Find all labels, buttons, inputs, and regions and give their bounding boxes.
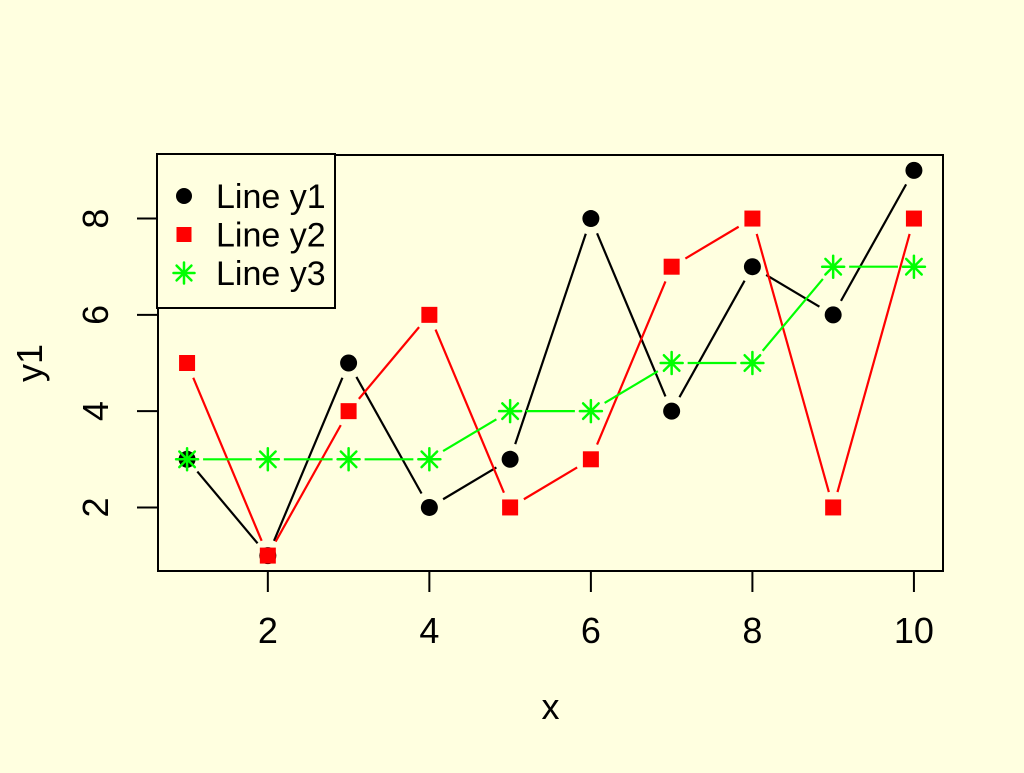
data-point-circle xyxy=(824,306,842,324)
series-line-segment xyxy=(765,273,820,308)
series-line-segment xyxy=(442,418,497,453)
y-tick-label: 6 xyxy=(75,305,116,325)
data-point-square xyxy=(663,258,680,275)
series-line-segment xyxy=(358,326,420,400)
legend-item-label: Line y1 xyxy=(216,178,326,216)
series-line-segment xyxy=(596,232,667,397)
data-point-square xyxy=(421,306,438,323)
series-line-segment xyxy=(678,280,746,398)
data-point-asterisk-ray xyxy=(339,450,358,469)
data-point-asterisk-ray xyxy=(904,257,923,276)
y-axis-label: y1 xyxy=(9,344,50,382)
data-point-square xyxy=(825,499,842,516)
series-line-segment xyxy=(684,225,740,260)
data-point-asterisk-ray xyxy=(581,402,600,421)
data-point-square xyxy=(259,547,276,564)
data-point-asterisk-ray xyxy=(824,257,843,276)
data-point-circle xyxy=(420,498,438,516)
y-tick-label: 2 xyxy=(75,497,116,517)
series-line-segment xyxy=(604,370,659,404)
plot-box xyxy=(157,154,944,572)
data-point-square xyxy=(179,355,196,371)
data-point-circle xyxy=(905,161,923,179)
x-tick-label: 10 xyxy=(894,610,934,651)
data-point-asterisk-ray xyxy=(420,450,439,469)
legend-item-label: Line y2 xyxy=(216,217,326,255)
series-line-segment xyxy=(836,233,911,493)
data-point-circle xyxy=(743,258,761,276)
data-point-asterisk-ray xyxy=(662,353,681,373)
data-point-circle xyxy=(340,354,358,372)
data-point-asterisk-ray xyxy=(501,402,520,421)
data-point-circle xyxy=(582,210,600,228)
series-line-segment xyxy=(434,329,505,494)
x-tick-label: 6 xyxy=(581,610,601,651)
x-tick-label: 4 xyxy=(419,610,439,651)
data-point-square xyxy=(502,499,519,516)
data-point-square xyxy=(176,227,192,242)
data-point-asterisk-ray xyxy=(175,264,193,282)
data-point-circle xyxy=(176,188,192,204)
series-line-segment xyxy=(523,466,578,501)
series-line-segment xyxy=(596,281,667,445)
data-point-asterisk-ray xyxy=(743,353,762,373)
series-line-segment xyxy=(514,233,587,445)
data-point-square xyxy=(340,403,357,420)
y-tick-label: 8 xyxy=(75,209,116,229)
data-point-asterisk-ray xyxy=(178,450,197,469)
series-line-segment xyxy=(355,376,423,495)
data-point-asterisk-ray xyxy=(258,450,277,469)
series-line-segment xyxy=(442,466,497,501)
series-line-segment xyxy=(196,470,259,545)
legend-item-label: Line y3 xyxy=(216,255,326,293)
data-point-circle xyxy=(501,450,519,468)
x-tick-label: 8 xyxy=(742,610,762,651)
y-tick-label: 4 xyxy=(75,401,116,421)
x-tick-label: 2 xyxy=(258,610,278,651)
series-line-segment xyxy=(840,183,908,302)
series-line-segment xyxy=(755,233,830,493)
data-point-square xyxy=(582,451,599,468)
data-point-square xyxy=(744,210,761,227)
series-line-segment xyxy=(761,278,824,352)
x-axis-label: x xyxy=(542,686,560,727)
series-line-segment xyxy=(274,424,342,543)
data-point-square xyxy=(905,210,922,227)
data-point-circle xyxy=(663,402,681,420)
